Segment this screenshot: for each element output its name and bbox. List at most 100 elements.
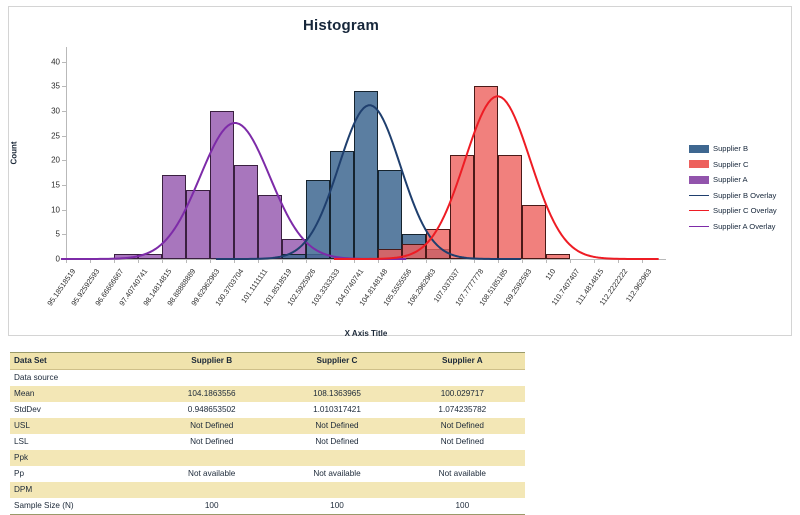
x-axis-tick-mark xyxy=(234,259,235,263)
x-axis-tick-mark xyxy=(378,259,379,263)
histogram-bar xyxy=(546,254,570,259)
table-row: USL Not Defined Not Defined Not Defined xyxy=(10,418,525,434)
x-axis-tick-mark xyxy=(114,259,115,263)
y-axis-tick-mark xyxy=(62,234,66,236)
table-column-header: Supplier A xyxy=(399,352,525,370)
x-axis-tick-mark xyxy=(66,259,67,263)
statistics-table-wrapper: Data Set Supplier B Supplier C Supplier A Da… xyxy=(10,352,525,515)
x-axis-tick-mark xyxy=(570,259,571,263)
plot-area: Count 0 5 10 15 20 25 30 35 40 95.18518519 95.925… xyxy=(10,47,666,338)
histogram-bar xyxy=(210,111,234,259)
table-cell: 104.1863556 xyxy=(149,386,275,402)
legend-item-label: Supplier B xyxy=(713,144,749,154)
x-axis-tick-mark xyxy=(282,259,283,263)
histogram-bar xyxy=(450,155,474,259)
x-axis-tick-mark xyxy=(354,259,355,263)
table-cell xyxy=(274,369,400,386)
overlay-curves xyxy=(60,95,659,260)
table-cell: 0.948653502 xyxy=(149,402,275,418)
legend-line-icon xyxy=(689,225,709,227)
table-column-header: Supplier C xyxy=(274,352,400,370)
x-axis-tick-mark xyxy=(594,259,595,263)
x-axis-tick-mark xyxy=(474,259,475,263)
x-axis-tick-mark xyxy=(498,259,499,263)
legend-item-label: Supplier A xyxy=(713,175,748,185)
table-row: DPM xyxy=(10,482,525,498)
y-axis-tick-label: 20 xyxy=(51,155,60,165)
table-cell: 100 xyxy=(149,498,275,515)
table-cell: 108.1363965 xyxy=(274,386,400,402)
legend-item[interactable]: Supplier B Overlay xyxy=(689,188,789,204)
x-axis-tick-mark xyxy=(186,259,187,263)
table-cell: Not Defined xyxy=(399,434,525,450)
table-cell: 1.010317421 xyxy=(274,402,400,418)
table-header-row: Data Set Supplier B Supplier C Supplier A xyxy=(10,352,525,370)
table-row: Pp Not available Not available Not availabl… xyxy=(10,466,525,482)
x-axis-tick-mark xyxy=(138,259,139,263)
x-axis-tick-mark xyxy=(546,259,547,263)
histogram-bar xyxy=(354,91,378,259)
y-axis-tick-label: 30 xyxy=(51,106,60,116)
table-cell: Not Defined xyxy=(149,418,275,434)
legend-swatch-icon xyxy=(689,175,709,184)
table-cell: Not available xyxy=(274,466,400,482)
y-axis-tick-mark xyxy=(62,185,66,187)
x-axis-tick-mark xyxy=(450,259,451,263)
table-row-label: LSL xyxy=(10,434,150,450)
x-axis-tick-mark xyxy=(618,259,619,263)
table-column-header: Data Set xyxy=(10,352,150,370)
table-row: LSL Not Defined Not Defined Not Defined xyxy=(10,434,525,450)
table-row-label: Ppk xyxy=(10,450,150,466)
x-axis-tick-mark xyxy=(90,259,91,263)
legend-item[interactable]: Supplier C Overlay xyxy=(689,203,789,219)
legend-item-label: Supplier A Overlay xyxy=(713,221,776,231)
table-row-label: DPM xyxy=(10,482,150,498)
y-axis-tick-label: 15 xyxy=(51,180,60,190)
x-axis-tick-mark xyxy=(426,259,427,263)
legend-item-label: Supplier C Overlay xyxy=(713,206,777,216)
table-cell: Not available xyxy=(149,466,275,482)
overlay-curve xyxy=(215,104,521,260)
y-axis-title: Count xyxy=(9,141,19,165)
y-axis-tick-mark xyxy=(62,61,66,63)
x-axis-tick-label: 110 xyxy=(543,267,558,282)
legend-item-label: Supplier C xyxy=(713,159,749,169)
table-row: Sample Size (N) 100 100 100 xyxy=(10,498,525,515)
table-row-label: Data source xyxy=(10,369,150,386)
table-row-label: StdDev xyxy=(10,402,150,418)
table-cell xyxy=(399,450,525,466)
y-axis-tick-mark xyxy=(62,209,66,211)
y-axis-tick-label: 40 xyxy=(51,57,60,67)
x-axis-title: X Axis Title xyxy=(344,329,388,338)
x-axis-tick-mark xyxy=(306,259,307,263)
table-row-label: USL xyxy=(10,418,150,434)
table-row: StdDev 0.948653502 1.010317421 1.074235782 xyxy=(10,402,525,418)
legend-item[interactable]: Supplier C xyxy=(689,157,789,173)
histogram-bar xyxy=(234,165,258,259)
table-cell: 1.074235782 xyxy=(399,402,525,418)
table-row-label: Mean xyxy=(10,386,150,402)
table-cell: 100.029717 xyxy=(399,386,525,402)
overlay-curve xyxy=(333,95,659,260)
x-axis-tick-mark xyxy=(402,259,403,263)
histogram-bar xyxy=(498,155,522,259)
y-axis-tick-mark xyxy=(62,86,66,88)
legend-swatch-icon xyxy=(689,144,709,153)
x-axis-tick-mark xyxy=(162,259,163,263)
table-cell xyxy=(149,482,275,498)
histogram-bar xyxy=(330,150,354,259)
legend-item[interactable]: Supplier A xyxy=(689,172,789,188)
legend-item[interactable]: Supplier A Overlay xyxy=(689,219,789,235)
histogram-bar xyxy=(258,194,282,259)
x-axis-tick-mark xyxy=(210,259,211,263)
y-axis-tick-mark xyxy=(62,160,66,162)
histogram-bar xyxy=(426,229,450,259)
legend-line-icon xyxy=(689,194,709,196)
table-cell: Not Defined xyxy=(274,434,400,450)
y-axis-line xyxy=(66,47,67,259)
legend-item[interactable]: Supplier B xyxy=(689,141,789,157)
page-title: Histogram xyxy=(303,17,379,34)
table-cell: 100 xyxy=(399,498,525,515)
table-cell xyxy=(149,450,275,466)
table-row-label: Sample Size (N) xyxy=(10,498,150,515)
